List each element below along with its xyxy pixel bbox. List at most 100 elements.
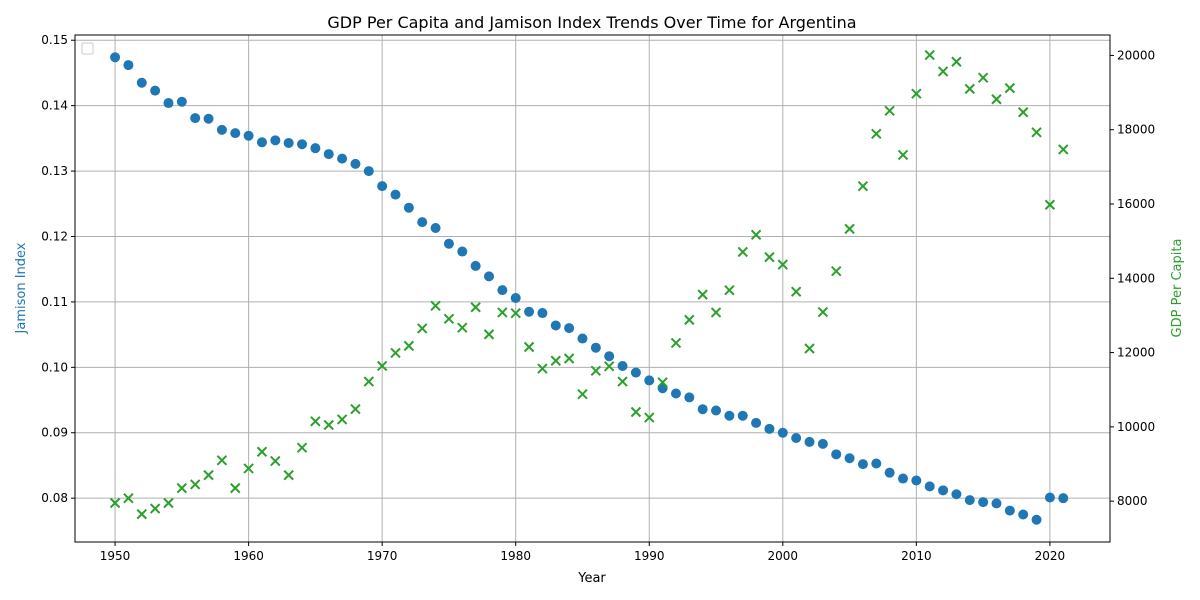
jamison-point xyxy=(831,449,842,460)
jamison-point xyxy=(991,498,1002,509)
y-left-tick-label: 0.15 xyxy=(41,33,68,47)
gdp-point xyxy=(884,105,895,116)
jamison-point xyxy=(390,189,401,200)
gdp-point xyxy=(831,266,842,277)
gdp-point xyxy=(149,503,161,514)
gdp-point xyxy=(123,492,134,504)
gdp-point xyxy=(310,416,321,427)
gdp-point xyxy=(790,286,802,297)
gdp-point xyxy=(724,284,735,296)
y-left-tick-label: 0.10 xyxy=(41,360,68,374)
jamison-point xyxy=(1044,492,1055,503)
jamison-point xyxy=(857,459,868,470)
jamison-point xyxy=(310,143,321,154)
jamison-point xyxy=(550,320,561,331)
x-axis-title: Year xyxy=(577,571,606,586)
jamison-point xyxy=(924,481,935,492)
jamison-point xyxy=(630,367,641,378)
gdp-point xyxy=(737,246,748,258)
jamison-point xyxy=(711,405,722,416)
y-left-tick-label: 0.12 xyxy=(41,229,68,243)
y-left-tick-label: 0.13 xyxy=(41,164,68,178)
gdp-point xyxy=(523,341,535,353)
jamison-point xyxy=(457,246,468,257)
gdp-point xyxy=(189,479,201,490)
gdp-point xyxy=(1031,127,1042,138)
y-right-tick-label: 20000 xyxy=(1117,48,1155,62)
jamison-point xyxy=(377,181,388,192)
y-left-tick-label: 0.11 xyxy=(41,295,68,309)
series-gdp xyxy=(109,49,1069,520)
jamison-point xyxy=(443,238,454,249)
gdp-point xyxy=(136,508,147,520)
y-right-tick-label: 12000 xyxy=(1117,346,1155,360)
x-tick-label: 1970 xyxy=(367,549,398,563)
jamison-point xyxy=(123,60,134,71)
gdp-point xyxy=(430,300,441,311)
jamison-point xyxy=(564,323,575,334)
gdp-point xyxy=(911,88,922,99)
jamison-point xyxy=(430,222,441,233)
jamison-point xyxy=(243,130,254,141)
gdp-point xyxy=(977,72,989,83)
chart-title: GDP Per Capita and Jamison Index Trends … xyxy=(327,13,856,32)
jamison-point xyxy=(884,467,895,478)
y-left-tick-label: 0.14 xyxy=(41,99,68,113)
gdp-point xyxy=(483,329,495,340)
x-tick-label: 2010 xyxy=(901,549,932,563)
jamison-point xyxy=(764,423,775,434)
gdp-point xyxy=(590,365,602,376)
jamison-point xyxy=(804,436,815,447)
jamison-point xyxy=(270,135,281,146)
y-left-tick-label: 0.08 xyxy=(41,491,68,505)
y-right-tick-label: 10000 xyxy=(1117,420,1155,434)
jamison-point xyxy=(938,485,949,496)
grid xyxy=(75,35,1110,542)
x-tick-label: 1960 xyxy=(233,549,264,563)
jamison-point xyxy=(911,475,922,486)
jamison-point xyxy=(777,427,788,438)
gdp-point xyxy=(363,376,375,387)
gdp-point xyxy=(270,455,281,467)
gdp-point xyxy=(804,343,815,354)
y-left-tick-label: 0.09 xyxy=(41,426,68,440)
legend-box xyxy=(81,42,94,55)
gdp-point xyxy=(296,442,308,453)
jamison-point xyxy=(1058,493,1069,504)
jamison-point xyxy=(617,361,628,372)
x-tick-label: 2020 xyxy=(1035,549,1066,563)
x-tick-label: 1950 xyxy=(100,549,131,563)
jamison-point xyxy=(670,388,681,399)
gdp-point xyxy=(1058,144,1069,155)
gdp-point xyxy=(657,377,668,388)
gdp-point xyxy=(537,363,548,374)
y-right-tick-label: 14000 xyxy=(1117,271,1155,285)
gdp-point xyxy=(403,340,415,352)
plot-markers xyxy=(109,49,1069,525)
gdp-point xyxy=(256,446,268,457)
jamison-point xyxy=(737,410,748,421)
jamison-point xyxy=(417,217,428,228)
jamison-point xyxy=(684,392,695,403)
jamison-point xyxy=(363,166,374,177)
gdp-point xyxy=(243,463,254,474)
jamison-point xyxy=(724,410,735,421)
gdp-point xyxy=(216,455,228,466)
gdp-point xyxy=(630,406,642,418)
gdp-point xyxy=(203,469,214,481)
jamison-point xyxy=(1018,509,1029,520)
gdp-point xyxy=(563,353,575,364)
gdp-point xyxy=(777,259,789,270)
x-tick-label: 1980 xyxy=(500,549,531,563)
gdp-point xyxy=(951,56,962,67)
jamison-point xyxy=(817,438,828,449)
gdp-point xyxy=(497,307,508,318)
y-right-tick-label: 16000 xyxy=(1117,197,1155,211)
gdp-point xyxy=(336,414,348,425)
gdp-point xyxy=(163,497,174,509)
jamison-point xyxy=(110,52,121,63)
gdp-point xyxy=(350,403,361,415)
gdp-point xyxy=(871,128,882,140)
y-right-tick-label: 18000 xyxy=(1117,123,1155,137)
jamison-point xyxy=(1004,505,1015,516)
